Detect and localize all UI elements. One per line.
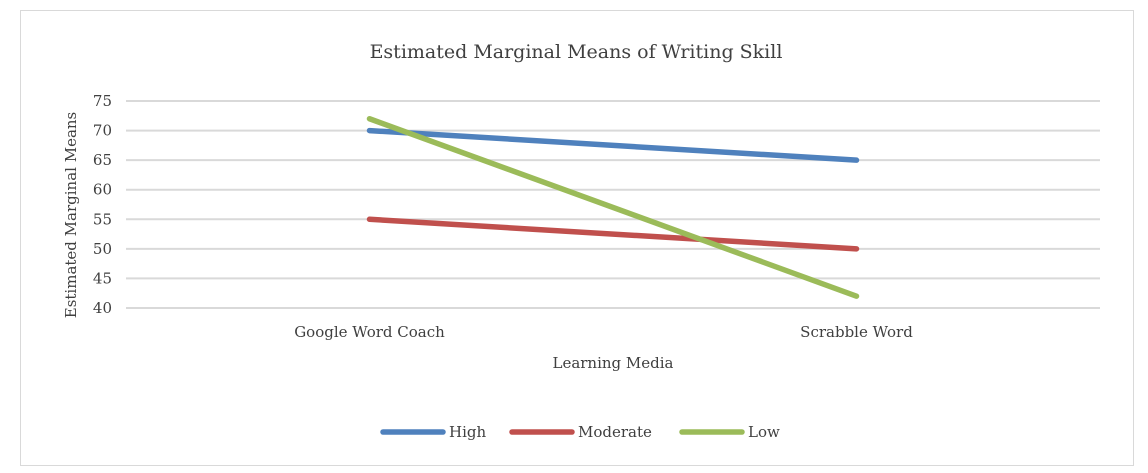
legend: High Moderate Low	[380, 423, 780, 441]
x-tick-labels: Google Word Coach Scrabble Word	[294, 323, 913, 341]
y-tick-labels: 40 45 50 55 60 65 70 75	[93, 92, 112, 317]
y-tick-label: 60	[93, 181, 112, 199]
y-tick-label: 45	[93, 269, 112, 287]
y-tick-label: 55	[93, 210, 112, 228]
gridlines	[126, 100, 1100, 309]
y-tick-label: 70	[93, 122, 112, 140]
series-line-high	[366, 127, 860, 163]
legend-item: Moderate	[509, 423, 652, 441]
x-tick-label: Google Word Coach	[294, 323, 445, 341]
legend-label: Low	[748, 423, 780, 441]
chart-frame	[20, 10, 1134, 466]
legend-label: Moderate	[578, 423, 652, 441]
y-tick-label: 40	[93, 299, 112, 317]
y-axis-title: Estimated Marginal Means	[62, 112, 80, 319]
y-tick-label: 50	[93, 240, 112, 258]
y-tick-label: 75	[93, 92, 112, 110]
series-line-low	[366, 115, 860, 299]
y-tick-label: 65	[93, 151, 112, 169]
series-lines	[366, 115, 860, 299]
x-axis-title: Learning Media	[552, 354, 673, 372]
series-line-moderate	[366, 216, 860, 252]
legend-item: Low	[679, 423, 780, 441]
x-tick-label: Scrabble Word	[800, 323, 913, 341]
legend-item: High	[380, 423, 486, 441]
chart-title: Estimated Marginal Means of Writing Skil…	[370, 41, 783, 63]
legend-label: High	[449, 423, 486, 441]
